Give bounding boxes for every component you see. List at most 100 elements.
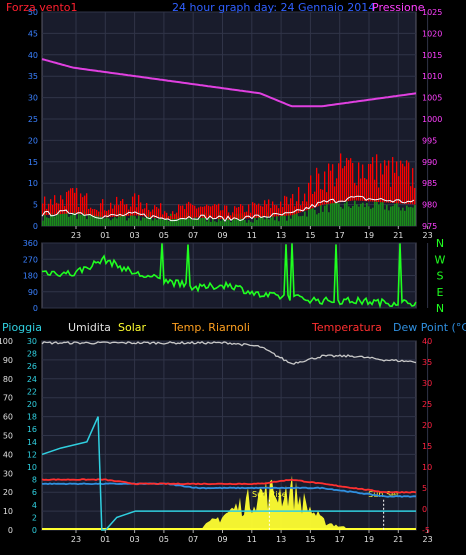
wind-gust-bar bbox=[292, 194, 294, 216]
wind-gust-bar bbox=[266, 204, 268, 218]
calm-wind-bar bbox=[266, 212, 268, 226]
wind-gust-bar bbox=[204, 206, 206, 218]
wind-gust-bar bbox=[170, 215, 172, 220]
wind-gust-bar bbox=[254, 203, 256, 218]
calm-wind-bar bbox=[170, 213, 172, 226]
wind-gust-bar bbox=[142, 209, 144, 217]
wind-gust-bar bbox=[376, 154, 378, 202]
humidity-ytick: 40 bbox=[3, 450, 13, 459]
calm-wind-bar bbox=[308, 208, 310, 226]
calm-wind-bar bbox=[280, 211, 282, 226]
calm-wind-bar bbox=[122, 213, 124, 226]
wind-gust-bar bbox=[338, 163, 340, 203]
wind-gust-bar bbox=[372, 157, 374, 202]
temp-ytick: 20 bbox=[422, 421, 432, 430]
calm-wind-bar bbox=[356, 204, 358, 226]
humidity-ytick: 90 bbox=[3, 356, 13, 365]
calm-wind-bar bbox=[224, 221, 226, 226]
pressure-ytick: 995 bbox=[422, 136, 437, 145]
calm-wind-bar bbox=[400, 210, 402, 226]
wind-gust-bar bbox=[230, 215, 232, 220]
humidity-ytick: 100 bbox=[0, 337, 13, 346]
wind-gust-bar bbox=[404, 166, 406, 204]
wind-gust-bar bbox=[290, 198, 292, 216]
pressure-line bbox=[41, 58, 417, 108]
calm-wind-bar bbox=[396, 202, 398, 226]
calm-wind-bar bbox=[42, 220, 44, 226]
humidity-ytick: 0 bbox=[8, 526, 13, 535]
calm-wind-bar bbox=[214, 221, 216, 226]
wind-gust-bar bbox=[78, 207, 80, 214]
calm-wind-bar bbox=[72, 211, 74, 226]
wind-gust-bar bbox=[144, 208, 146, 217]
calm-wind-bar bbox=[138, 211, 140, 226]
wind-gust-bar bbox=[166, 212, 168, 220]
calm-wind-bar bbox=[254, 215, 256, 226]
calm-wind-bar bbox=[246, 222, 248, 226]
calm-wind-bar bbox=[294, 213, 296, 226]
wind-gust-bar bbox=[72, 188, 74, 214]
wind-gust-bar bbox=[208, 205, 210, 219]
calm-wind-bar bbox=[88, 215, 90, 226]
humidity-xtick-label: 07 bbox=[188, 535, 198, 544]
calm-wind-bar bbox=[382, 201, 384, 226]
wind-gust-bar bbox=[304, 193, 306, 211]
calm-wind-bar bbox=[306, 216, 308, 226]
calm-wind-bar bbox=[370, 208, 372, 226]
calm-wind-bar bbox=[140, 220, 142, 226]
calm-wind-bar bbox=[378, 204, 380, 226]
calm-wind-bar bbox=[116, 218, 118, 226]
calm-wind-bar bbox=[78, 212, 80, 226]
wind-gust-bar bbox=[294, 206, 296, 215]
wind-gust-bar bbox=[190, 203, 192, 218]
calm-wind-bar bbox=[338, 203, 340, 226]
calm-wind-bar bbox=[412, 207, 414, 226]
wind-gust-bar bbox=[240, 204, 242, 219]
wind-gust-bar bbox=[306, 201, 308, 211]
calm-wind-bar bbox=[180, 217, 182, 226]
humidity-ytick: 50 bbox=[3, 432, 13, 441]
humidity-xtick-label: 01 bbox=[100, 535, 110, 544]
wind-gust-bar bbox=[224, 205, 226, 220]
wind-gust-bar bbox=[322, 189, 324, 205]
calm-wind-bar bbox=[314, 209, 316, 226]
calm-wind-bar bbox=[212, 218, 214, 226]
rain-ytick: 22 bbox=[27, 387, 37, 396]
wind-gust-bar bbox=[206, 204, 208, 219]
wind-gust-bar bbox=[400, 160, 402, 204]
humidity-xtick-label: 15 bbox=[305, 535, 315, 544]
wind-gust-bar bbox=[344, 166, 346, 202]
calm-wind-bar bbox=[202, 213, 204, 226]
calm-wind-bar bbox=[182, 217, 184, 226]
wind-xtick-label: 15 bbox=[305, 231, 315, 240]
calm-wind-bar bbox=[62, 212, 64, 226]
wind-gust-bar bbox=[54, 195, 56, 215]
rain-ytick: 6 bbox=[32, 488, 37, 497]
wind-gust-bar bbox=[386, 165, 388, 203]
wind-xtick-label: 17 bbox=[335, 231, 345, 240]
wind-gust-bar bbox=[362, 164, 364, 201]
calm-wind-bar bbox=[354, 200, 356, 226]
calm-wind-bar bbox=[402, 207, 404, 226]
wind-gust-bar bbox=[408, 162, 410, 205]
wind-gust-bar bbox=[326, 192, 328, 205]
calm-wind-bar bbox=[152, 220, 154, 226]
humidity-line bbox=[41, 340, 417, 365]
legend-temp-riarnoli: Temp. Riarnoli bbox=[172, 321, 250, 334]
wind-ytick: 45 bbox=[28, 29, 38, 38]
calm-wind-bar bbox=[150, 216, 152, 226]
wind-xtick-label: 01 bbox=[100, 231, 110, 240]
calm-wind-bar bbox=[102, 217, 104, 226]
calm-wind-bar bbox=[226, 218, 228, 226]
calm-wind-bar bbox=[228, 217, 230, 226]
pressure-ytick: 975 bbox=[422, 222, 437, 231]
calm-wind-bar bbox=[362, 202, 364, 226]
wind-gust-bar bbox=[90, 207, 92, 216]
calm-wind-bar bbox=[148, 211, 150, 226]
wind-xtick-label: 13 bbox=[276, 231, 286, 240]
calm-wind-bar bbox=[158, 218, 160, 226]
wind-xtick-label: 11 bbox=[247, 231, 257, 240]
rain-ytick: 30 bbox=[27, 337, 37, 346]
wind-gust-bar bbox=[378, 187, 380, 202]
temp-ytick: -5 bbox=[422, 526, 430, 535]
